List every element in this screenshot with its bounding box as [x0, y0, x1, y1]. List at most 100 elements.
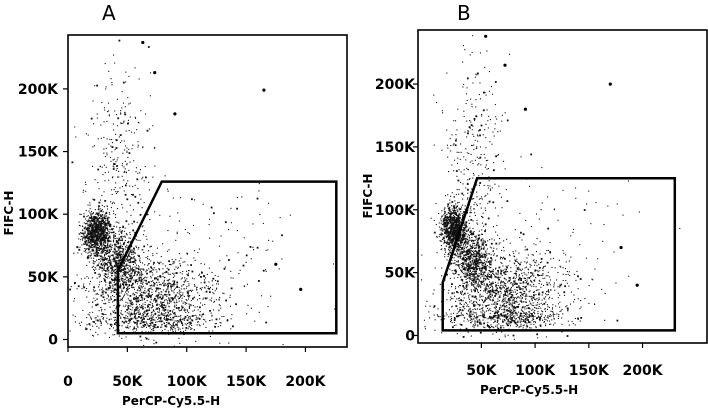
- panel-a-event-dot: [151, 306, 153, 308]
- panel-a-event-dot: [186, 292, 189, 294]
- panel-a-event-dot: [97, 218, 99, 220]
- panel-a-event-dot: [137, 307, 139, 309]
- panel-b-event-dot: [444, 207, 446, 209]
- panel-b-event-dot: [451, 213, 453, 215]
- panel-a-event-dot: [81, 225, 83, 227]
- panel-a-event-dot: [166, 326, 168, 328]
- panel-b-event-dot: [444, 214, 446, 216]
- panel-a-event-dot: [243, 285, 245, 287]
- panel-b-event-dot: [490, 261, 492, 263]
- panel-a-event-dot: [101, 230, 103, 233]
- panel-a-event-dot: [173, 281, 175, 283]
- panel-b-event-dot: [450, 228, 452, 230]
- panel-b-event-dot: [454, 218, 456, 220]
- panel-a-event-dot: [170, 314, 172, 316]
- panel-a-event-dot: [102, 233, 104, 235]
- panel-a-event-dot: [128, 242, 130, 244]
- panel-b-event-dot: [453, 232, 455, 234]
- panel-a-event-dot: [158, 262, 161, 265]
- panel-b-event-dot: [485, 241, 487, 243]
- panel-a-event-dot: [122, 250, 124, 252]
- panel-a-event-dot: [150, 271, 152, 273]
- panel-a-event-dot: [125, 145, 127, 147]
- panel-b-event-dot: [451, 223, 453, 225]
- panel-a-event-dot: [140, 285, 142, 287]
- panel-a-event-dot: [130, 277, 132, 280]
- panel-a-event-dot: [108, 102, 110, 104]
- panel-a-event-dot: [100, 294, 103, 297]
- panel-a-event-dot: [130, 299, 132, 301]
- panel-a-event-dot: [206, 297, 208, 299]
- panel-a-event-dot: [92, 212, 94, 214]
- panel-b-event-dot: [466, 230, 468, 232]
- panel-a-event-dot: [94, 228, 96, 230]
- panel-a-event-dot: [108, 270, 110, 272]
- panel-a-event-dot: [132, 303, 134, 305]
- panel-a-event-dot: [113, 279, 116, 282]
- panel-b-event-dot: [473, 252, 475, 254]
- panel-b-event-dot: [450, 238, 453, 241]
- panel-a-event-dot: [166, 270, 168, 272]
- panel-a-event-dot: [111, 193, 113, 195]
- panel-a-event-dot: [86, 228, 89, 231]
- panel-a-event-dot: [141, 273, 143, 275]
- panel-a-event-dot: [253, 249, 255, 251]
- panel-a-event-dot: [188, 285, 190, 287]
- panel-a-event-dot: [122, 248, 124, 250]
- panel-a-event-dot: [78, 322, 80, 324]
- panel-a-event-dot: [117, 255, 119, 257]
- panel-b-event-dot: [480, 269, 482, 272]
- panel-a-x-tick-label: 200K: [285, 374, 326, 390]
- panel-a-event-dot: [89, 233, 91, 235]
- panel-a-event-dot: [121, 240, 123, 242]
- panel-a-event-dot: [118, 246, 120, 248]
- panel-a-event-dot: [110, 249, 112, 251]
- panel-b-dots: [421, 34, 681, 340]
- panel-a-event-dot: [106, 225, 108, 227]
- panel-a-event-dot: [162, 263, 164, 265]
- panel-a-event-dot: [112, 168, 115, 170]
- panel-a-event-dot: [94, 267, 96, 269]
- panel-a-event-dot: [103, 152, 105, 154]
- panel-a-event-dot: [167, 318, 169, 321]
- panel-b-event-dot: [484, 278, 486, 280]
- panel-a-event-dot: [106, 250, 108, 252]
- panel-b-event-dot: [474, 250, 476, 252]
- panel-a-event-dot: [105, 235, 107, 237]
- panel-b-event-dot: [457, 215, 459, 217]
- panel-a-event-dot: [145, 295, 147, 297]
- panel-a-event-dot: [108, 114, 110, 116]
- panel-a-event-dot: [108, 238, 110, 240]
- panel-a-event-dot: [96, 117, 98, 119]
- panel-a-event-dot: [188, 307, 190, 309]
- panel-a-event-dot: [192, 305, 194, 307]
- panel-a-event-dot: [242, 264, 245, 267]
- panel-b-event-dot: [448, 216, 451, 218]
- panel-a-event-dot: [107, 234, 109, 236]
- panel-b-event-dot: [463, 249, 465, 251]
- panel-a-event-dot: [125, 259, 127, 261]
- panel-a-event-dot: [183, 317, 185, 319]
- panel-a-event-dot: [100, 215, 102, 217]
- panel-a-event-dot: [143, 230, 145, 232]
- panel-b-event-dot: [479, 259, 481, 261]
- panel-b-event-dot: [479, 203, 481, 205]
- panel-b-event-dot: [433, 219, 435, 221]
- panel-b-event-dot: [466, 273, 468, 275]
- panel-b-event-dot: [447, 228, 449, 230]
- panel-a-event-dot: [173, 301, 175, 303]
- panel-a-event-dot: [109, 306, 111, 308]
- panel-a-event-dot: [260, 295, 262, 297]
- panel-a-event-dot: [133, 313, 136, 315]
- panel-a-event-dot: [129, 256, 131, 258]
- panel-b-event-dot: [482, 265, 484, 267]
- panel-a-event-dot: [88, 217, 90, 219]
- panel-a-event-dot: [111, 139, 113, 141]
- panel-a-event-dot: [173, 327, 175, 329]
- panel-a-event-dot: [111, 259, 113, 261]
- panel-a-event-dot: [146, 309, 148, 311]
- panel-b-event-dot: [458, 224, 460, 226]
- panel-a-event-dot: [110, 248, 112, 250]
- panel-b-event-dot: [483, 278, 485, 280]
- panel-a-event-dot: [169, 316, 171, 318]
